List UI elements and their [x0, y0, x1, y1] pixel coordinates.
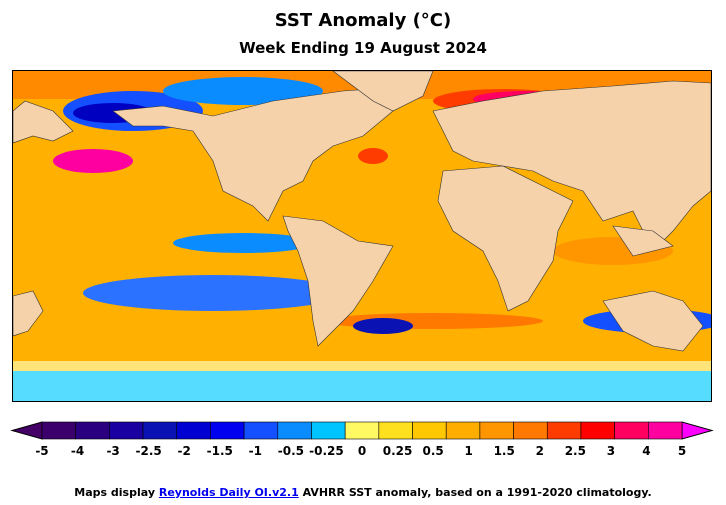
colorbar-swatch — [210, 421, 245, 440]
colorbar-min-arrow — [10, 421, 43, 440]
map-subtitle: Week Ending 19 August 2024 — [239, 39, 487, 57]
land-south-america — [282, 215, 394, 347]
land-new-zealand-edge — [13, 290, 44, 337]
antarctic-cold-band — [13, 371, 711, 401]
colorbar-tick-label: -0.25 — [309, 444, 344, 458]
colorbar-swatch — [142, 421, 178, 440]
colorbar-tick-label: 2 — [536, 444, 544, 458]
footer-note: Maps display Reynolds Daily OI.v2.1 AVHR… — [0, 486, 726, 499]
colorbar-swatch — [277, 421, 312, 440]
colorbar-swatch — [176, 421, 211, 440]
colorbar-swatch — [41, 421, 76, 440]
land-north-america — [112, 85, 414, 222]
colorbar-tick-label: 0.5 — [422, 444, 443, 458]
map-title: SST Anomaly (°C) — [274, 10, 452, 31]
land-masses — [13, 71, 711, 352]
colorbar-tick-label: 2.5 — [565, 444, 586, 458]
arctic-cool — [163, 77, 323, 105]
colorbar-tick-label: 0 — [358, 444, 366, 458]
sst-anomaly-map — [12, 70, 712, 402]
colorbar-tick-label: -4 — [71, 444, 84, 458]
colorbar-tick-label: 1 — [464, 444, 472, 458]
footer-text-before: Maps display — [74, 486, 159, 499]
colorbar-tick-label: 3 — [607, 444, 615, 458]
land-greenland — [332, 71, 434, 112]
colorbar-tick-label: 4 — [642, 444, 650, 458]
colorbar-swatch — [412, 421, 447, 440]
colorbar-tick-label: -2.5 — [136, 444, 162, 458]
land-africa — [437, 165, 574, 312]
colorbar-canvas: -5 -4 -3 -2.5 -2 -1.5 -1 -0.5 -0.25 0 0.25 0.5 1 1.5 2… — [10, 421, 714, 458]
colorbar-tick-label: 1.5 — [494, 444, 515, 458]
colorbar-swatch — [580, 421, 615, 440]
colorbar-tick-label: -1.5 — [207, 444, 233, 458]
colorbar-swatch — [243, 421, 279, 440]
land-australia — [602, 290, 704, 352]
colorbar-tick-label: 0.25 — [383, 444, 413, 458]
north-pacific-warm — [53, 149, 133, 173]
reynolds-link[interactable]: Reynolds Daily OI.v2.1 — [158, 486, 299, 499]
colorbar-tick-label: -0.5 — [278, 444, 304, 458]
land-indonesia — [612, 225, 674, 257]
south-atlantic-cool — [353, 318, 413, 334]
colorbar-swatch — [513, 421, 548, 440]
land-siberia-west-edge — [13, 100, 74, 144]
colorbar-swatch — [311, 421, 346, 440]
colorbar-tick-label: 5 — [678, 444, 686, 458]
colorbar-swatch — [546, 421, 582, 440]
colorbar: -5 -4 -3 -2.5 -2 -1.5 -1 -0.5 -0.25 0 0.25 0.5 1 1.5 2… — [0, 418, 726, 466]
footer-text-after: AVHRR SST anomaly, based on a 1991-2020 … — [298, 486, 652, 499]
colorbar-swatch — [344, 421, 380, 440]
east-pacific-cool — [173, 233, 313, 253]
colorbar-swatch — [614, 421, 649, 440]
north-atlantic-warm — [358, 148, 388, 164]
colorbar-max-arrow — [681, 421, 714, 440]
colorbar-swatch — [75, 421, 110, 440]
colorbar-swatch — [445, 421, 481, 440]
colorbar-swatch — [378, 421, 413, 440]
colorbar-tick-label: -5 — [35, 444, 48, 458]
colorbar-swatch — [479, 421, 514, 440]
map-canvas — [13, 71, 711, 401]
colorbar-tick-label: -2 — [178, 444, 191, 458]
colorbar-swatch — [109, 421, 144, 440]
colorbar-swatch — [648, 421, 683, 440]
colorbar-tick-label: -3 — [106, 444, 119, 458]
south-pacific-cool — [83, 275, 343, 311]
colorbar-tick-label: -1 — [249, 444, 262, 458]
